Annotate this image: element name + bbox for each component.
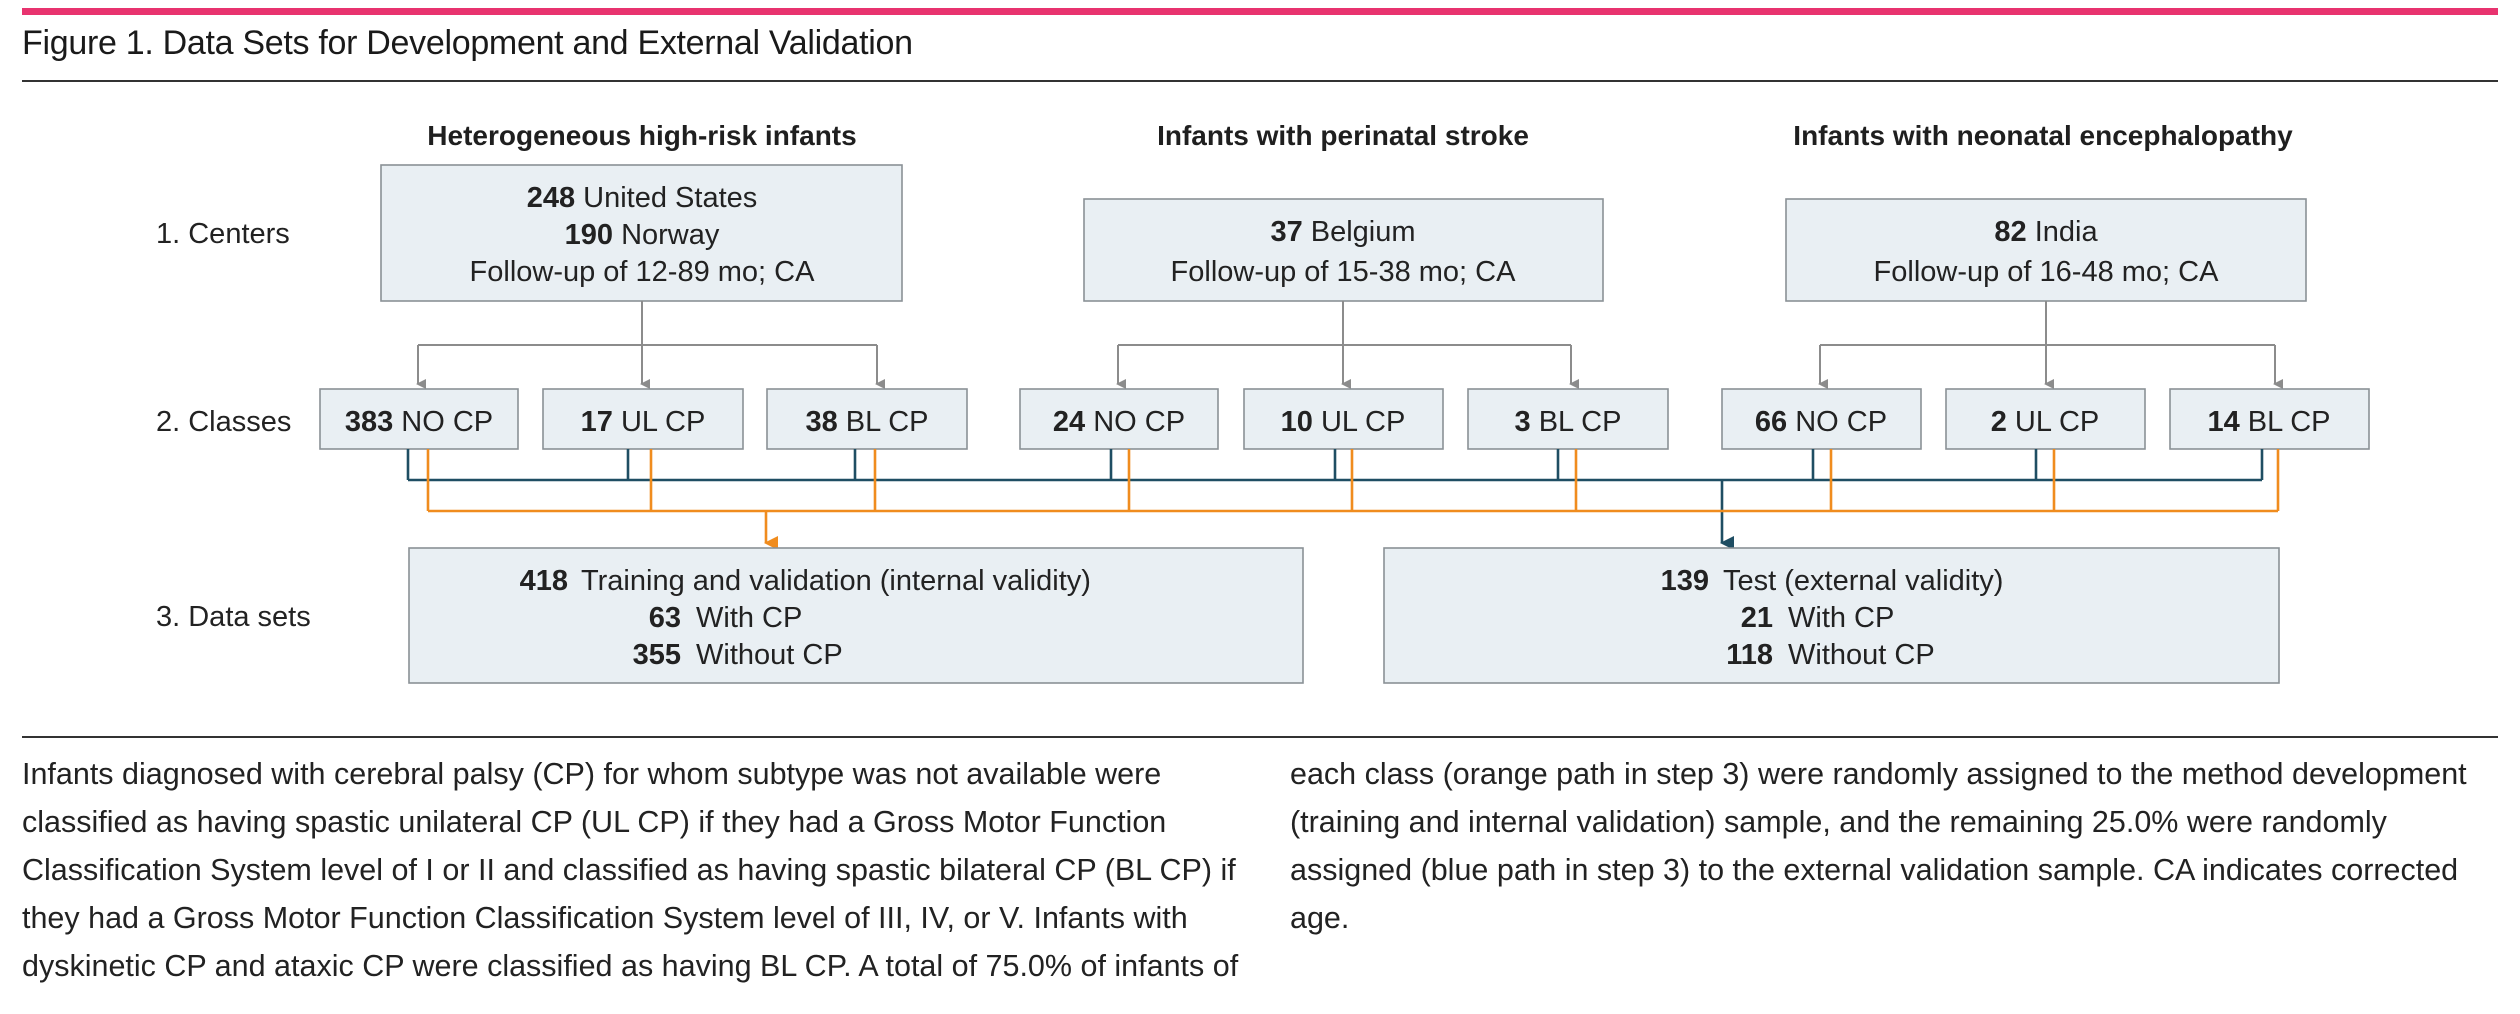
- group-heading-stroke: Infants with perinatal stroke: [1157, 120, 1529, 151]
- svg-text:2 UL CP: 2 UL CP: [1991, 406, 2100, 438]
- class-box: 383 NO CP: [319, 388, 519, 450]
- svg-text:Test (external validity): Test (external validity): [1723, 565, 2003, 597]
- row-label-datasets: 3. Data sets: [156, 601, 311, 633]
- svg-text:17 UL CP: 17 UL CP: [581, 406, 706, 438]
- class-box: 10 UL CP: [1243, 388, 1444, 450]
- center-box-encephalopathy: 82 India Follow-up of 16-48 mo; CA: [1785, 198, 2307, 302]
- svg-text:Without CP: Without CP: [1788, 639, 1935, 671]
- group-heading-encephalopathy: Infants with neonatal encephalopathy: [1793, 120, 2293, 151]
- svg-text:With CP: With CP: [1788, 602, 1894, 634]
- center-line: 82 India: [1994, 216, 2098, 248]
- center-line: 37 Belgium: [1270, 216, 1415, 248]
- svg-text:418: 418: [520, 565, 568, 597]
- orange-path: [426, 449, 2280, 550]
- class-box: 66 NO CP: [1721, 388, 1922, 450]
- svg-text:Training and validation (inter: Training and validation (internal validi…: [581, 565, 1091, 597]
- svg-text:3 BL CP: 3 BL CP: [1515, 406, 1622, 438]
- followup-text: Follow-up of 12-89 mo; CA: [470, 256, 816, 288]
- caption-right: each class (orange path in step 3) were …: [1290, 757, 2467, 935]
- blue-path: [406, 449, 2264, 550]
- svg-text:24 NO CP: 24 NO CP: [1053, 406, 1185, 438]
- dataset-box-test: 139 Test (external validity) 21 With CP …: [1383, 547, 2280, 684]
- class-box: 17 UL CP: [542, 388, 744, 450]
- svg-text:66 NO CP: 66 NO CP: [1755, 406, 1887, 438]
- svg-text:118: 118: [1726, 639, 1773, 671]
- center-box-stroke: 37 Belgium Follow-up of 15-38 mo; CA: [1083, 198, 1604, 302]
- class-box: 2 UL CP: [1945, 388, 2146, 450]
- center-box-high-risk: 248 United States 190 Norway Follow-up o…: [380, 164, 903, 302]
- dataset-box-training: 418 Training and validation (internal va…: [408, 547, 1304, 684]
- svg-text:383 NO CP: 383 NO CP: [345, 406, 493, 438]
- class-box: 3 BL CP: [1467, 388, 1669, 450]
- followup-text: Follow-up of 15-38 mo; CA: [1171, 256, 1517, 288]
- row-label-centers: 1. Centers: [156, 218, 290, 250]
- center-line: 248 United States: [527, 182, 758, 214]
- figure-title: Figure 1. Data Sets for Development and …: [22, 24, 913, 62]
- title-divider: [22, 80, 2498, 82]
- svg-text:63: 63: [649, 602, 681, 634]
- svg-text:14 BL CP: 14 BL CP: [2207, 406, 2330, 438]
- center-to-class-connectors: [416, 301, 2283, 389]
- group-heading-high-risk: Heterogeneous high-risk infants: [427, 120, 856, 151]
- class-box: 38 BL CP: [766, 388, 968, 450]
- svg-text:21: 21: [1741, 602, 1773, 634]
- caption-divider: [22, 736, 2498, 738]
- svg-text:139: 139: [1661, 565, 1709, 597]
- row-label-classes: 2. Classes: [156, 406, 291, 438]
- class-box: 14 BL CP: [2169, 388, 2370, 450]
- svg-text:Without CP: Without CP: [696, 639, 843, 671]
- svg-text:With CP: With CP: [696, 602, 802, 634]
- svg-text:355: 355: [633, 639, 681, 671]
- center-line: 190 Norway: [565, 219, 720, 251]
- svg-text:10 UL CP: 10 UL CP: [1281, 406, 1406, 438]
- caption-left: Infants diagnosed with cerebral palsy (C…: [22, 757, 1239, 983]
- class-box: 24 NO CP: [1019, 388, 1219, 450]
- followup-text: Follow-up of 16-48 mo; CA: [1874, 256, 2220, 288]
- accent-bar: [22, 8, 2498, 15]
- svg-text:38 BL CP: 38 BL CP: [805, 406, 928, 438]
